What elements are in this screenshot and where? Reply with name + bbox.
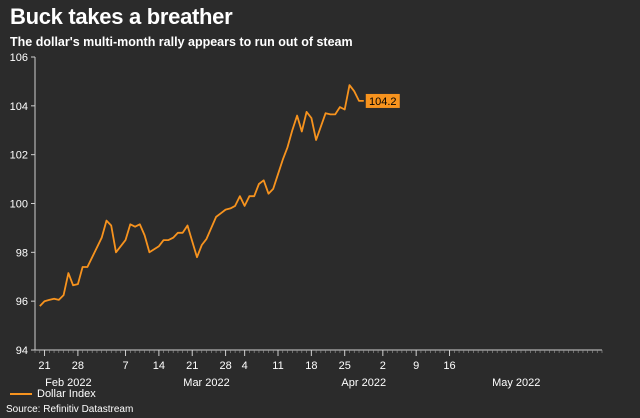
legend-label-dollar-index: Dollar Index xyxy=(37,388,96,400)
x-tick-label: 14 xyxy=(153,360,165,372)
x-tick-label: 7 xyxy=(122,360,128,372)
x-tick-label: 28 xyxy=(72,360,84,372)
x-tick-label: 25 xyxy=(339,360,351,372)
y-tick-label: 104 xyxy=(10,101,28,113)
legend-swatch-dollar-index xyxy=(10,393,32,395)
x-tick-label: 2 xyxy=(380,360,386,372)
series-line-dollar-index xyxy=(39,84,364,307)
y-tick-label: 94 xyxy=(16,345,28,357)
x-month-label: Apr 2022 xyxy=(341,377,386,389)
y-tick-label: 98 xyxy=(16,247,28,259)
chart-legend: Dollar Index xyxy=(10,388,96,400)
y-tick-label: 100 xyxy=(10,199,28,211)
last-value-label: 104.2 xyxy=(369,96,397,108)
x-tick-label: 21 xyxy=(186,360,198,372)
x-tick-label: 18 xyxy=(305,360,317,372)
x-tick-label: 16 xyxy=(443,360,455,372)
x-tick-label: 9 xyxy=(413,360,419,372)
x-tick-label: 28 xyxy=(219,360,231,372)
x-month-label: Feb 2022 xyxy=(45,377,91,389)
x-tick-label: 11 xyxy=(272,360,283,372)
y-tick-label: 102 xyxy=(10,150,28,162)
x-month-label: Mar 2022 xyxy=(183,377,229,389)
source-note: Source: Refinitiv Datastream xyxy=(6,404,134,415)
x-tick-label: 4 xyxy=(242,360,248,372)
y-tick-label: 96 xyxy=(16,296,28,308)
x-month-label: May 2022 xyxy=(492,377,540,389)
last-value-badge xyxy=(365,93,400,108)
chart-title: Buck takes a breather xyxy=(10,4,233,29)
x-tick-label: 21 xyxy=(38,360,50,372)
y-tick-label: 106 xyxy=(10,52,28,64)
chart-subtitle: The dollar's multi-month rally appears t… xyxy=(10,35,353,49)
